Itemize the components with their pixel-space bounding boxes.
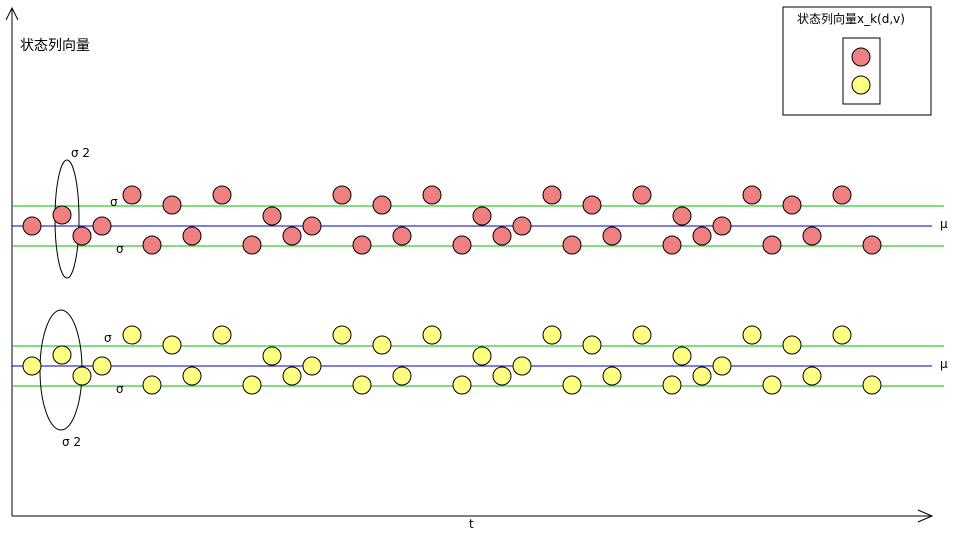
yellow-dot-11 <box>262 346 282 366</box>
yellow-dot-24 <box>562 375 582 395</box>
x-axis <box>12 509 934 523</box>
yellow-dot-8 <box>182 366 202 386</box>
yellow-dot-35 <box>802 366 822 386</box>
yellow-dot-19 <box>452 375 472 395</box>
yellow-dot-16 <box>372 335 392 355</box>
yellow-dot-30 <box>692 366 712 386</box>
legend: 状态列向量x_k(d,v) <box>782 6 932 116</box>
red-dot-10 <box>242 235 262 255</box>
red-dot-35 <box>802 226 822 246</box>
yellow-dot-5 <box>122 325 142 345</box>
yellow-dot-37 <box>862 375 882 395</box>
yellow-dot-2 <box>52 345 72 365</box>
red-dot-29 <box>672 206 692 226</box>
yellow-dot-15 <box>352 375 372 395</box>
red-dot-5 <box>122 185 142 205</box>
red-dot-22 <box>512 216 532 236</box>
red-dot-24 <box>562 235 582 255</box>
yellow-dot-21 <box>492 366 512 386</box>
yellow-dot-20 <box>472 346 492 366</box>
yellow-dot-23 <box>542 325 562 345</box>
yellow-dot-6 <box>142 375 162 395</box>
legend-yellow-dot <box>851 75 871 95</box>
yellow-dot-36 <box>832 325 852 345</box>
red-dot-25 <box>582 195 602 215</box>
yellow-dot-18 <box>422 325 442 345</box>
legend-red-dot <box>851 47 871 67</box>
red-dot-15 <box>352 235 372 255</box>
red-lower-sigma-label: σ <box>116 242 124 256</box>
red-dots <box>22 185 882 255</box>
yellow-dot-7 <box>162 335 182 355</box>
yellow-dot-29 <box>672 346 692 366</box>
red-dot-28 <box>662 235 682 255</box>
red-dot-27 <box>632 185 652 205</box>
red-dot-13 <box>302 216 322 236</box>
yellow-dot-9 <box>212 325 232 345</box>
red-upper-sigma-label: σ <box>110 195 118 209</box>
red-dot-2 <box>52 205 72 225</box>
red-dot-23 <box>542 185 562 205</box>
yellow-dot-10 <box>242 375 262 395</box>
yellow-dot-12 <box>282 366 302 386</box>
red-dot-8 <box>182 226 202 246</box>
red-dot-11 <box>262 206 282 226</box>
yellow-mean-label: μ <box>940 357 948 371</box>
red-dot-4 <box>92 216 112 236</box>
red-mean-label: μ <box>940 217 948 231</box>
red-dot-1 <box>22 216 42 236</box>
yellow-dot-34 <box>782 335 802 355</box>
y-axis <box>5 6 19 516</box>
yellow-sigma2-label: σ 2 <box>62 435 81 449</box>
red-dot-9 <box>212 185 232 205</box>
red-sigma2-label: σ 2 <box>71 146 90 160</box>
yellow-dot-3 <box>72 366 92 386</box>
red-dot-12 <box>282 226 302 246</box>
red-dot-21 <box>492 226 512 246</box>
yellow-dot-33 <box>762 375 782 395</box>
yellow-dot-4 <box>92 356 112 376</box>
red-dot-20 <box>472 206 492 226</box>
yellow-upper-sigma-label: σ <box>104 331 112 345</box>
red-dot-36 <box>832 185 852 205</box>
x-axis-label: t <box>469 517 474 531</box>
yellow-dots <box>22 325 882 395</box>
red-dot-33 <box>762 235 782 255</box>
red-dot-6 <box>142 235 162 255</box>
y-axis-label: 状态列向量 <box>20 38 90 54</box>
red-dot-18 <box>422 185 442 205</box>
yellow-dot-22 <box>512 356 532 376</box>
yellow-dot-14 <box>332 325 352 345</box>
red-dot-32 <box>742 185 762 205</box>
yellow-dot-27 <box>632 325 652 345</box>
yellow-dot-28 <box>662 375 682 395</box>
yellow-lower-sigma-label: σ <box>116 382 124 396</box>
yellow-dot-13 <box>302 356 322 376</box>
yellow-dot-32 <box>742 325 762 345</box>
red-dot-34 <box>782 195 802 215</box>
yellow-dot-17 <box>392 366 412 386</box>
yellow-dot-26 <box>602 366 622 386</box>
red-dot-17 <box>392 226 412 246</box>
red-dot-7 <box>162 195 182 215</box>
red-dot-30 <box>692 226 712 246</box>
yellow-dot-1 <box>22 356 42 376</box>
red-dot-19 <box>452 235 472 255</box>
red-dot-37 <box>862 235 882 255</box>
yellow-dot-31 <box>712 356 732 376</box>
red-dot-14 <box>332 185 352 205</box>
red-dot-3 <box>72 226 92 246</box>
legend-title: 状态列向量x_k(d,v) <box>797 11 905 26</box>
red-dot-31 <box>712 216 732 236</box>
red-dot-16 <box>372 195 392 215</box>
red-dot-26 <box>602 226 622 246</box>
yellow-dot-25 <box>582 335 602 355</box>
